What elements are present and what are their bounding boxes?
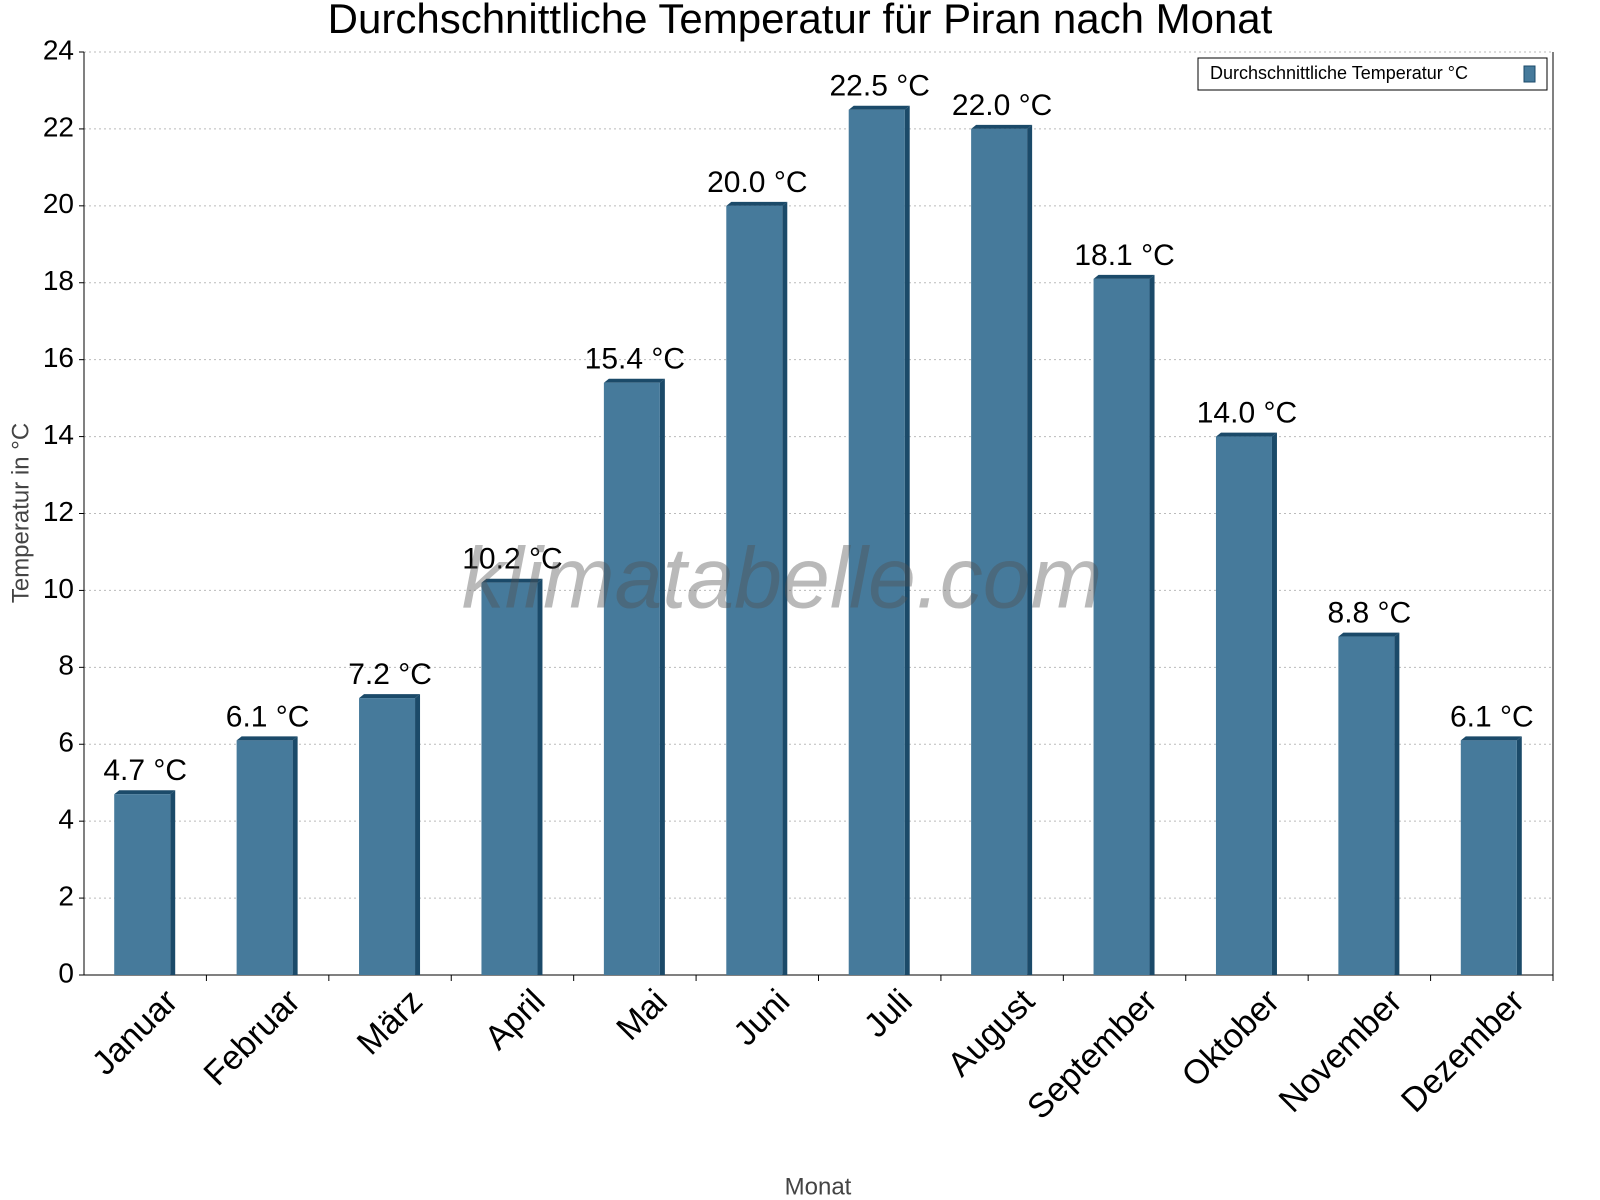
bar-side xyxy=(415,694,421,975)
x-tick-label: August xyxy=(940,982,1042,1084)
bar-side xyxy=(1394,632,1400,975)
y-tick-label: 8 xyxy=(58,650,74,681)
data-label: 20.0 °C xyxy=(707,166,807,199)
x-tick-label: April xyxy=(477,982,552,1057)
y-tick-label: 6 xyxy=(58,727,74,758)
y-tick-label: 12 xyxy=(43,496,74,527)
bar xyxy=(1093,278,1150,975)
data-label: 15.4 °C xyxy=(585,343,685,376)
bar-top xyxy=(1093,274,1155,279)
x-tick-label: Mai xyxy=(609,982,675,1048)
y-tick-label: 14 xyxy=(43,419,74,450)
y-tick-label: 2 xyxy=(58,880,74,911)
y-tick-label: 16 xyxy=(43,342,74,373)
x-tick-label: September xyxy=(1020,982,1164,1126)
y-tick-label: 10 xyxy=(43,573,74,604)
x-tick-label: Februar xyxy=(197,982,308,1093)
bar-side xyxy=(170,790,176,975)
data-label: 8.8 °C xyxy=(1328,596,1412,629)
x-tick-label: Dezember xyxy=(1394,982,1532,1120)
data-label: 10.2 °C xyxy=(462,543,562,576)
bar-top xyxy=(1215,432,1277,437)
y-tick-label: 24 xyxy=(43,34,74,65)
y-axis-label: Temperatur in °C xyxy=(7,423,34,603)
x-tick-label: Oktober xyxy=(1175,982,1287,1094)
data-label: 7.2 °C xyxy=(348,658,432,691)
bar-side xyxy=(292,736,298,975)
data-label: 18.1 °C xyxy=(1074,239,1174,272)
bar xyxy=(1215,436,1272,975)
bar xyxy=(359,698,416,975)
bar-top xyxy=(603,378,665,383)
bar-top xyxy=(1460,736,1522,741)
bar-side xyxy=(1027,124,1033,975)
legend-box xyxy=(1197,57,1548,91)
bar xyxy=(1338,636,1395,975)
data-label: 22.5 °C xyxy=(830,70,930,103)
bar-side xyxy=(1149,274,1155,975)
x-axis-label: Monat xyxy=(785,1173,852,1200)
bar-top xyxy=(481,578,543,583)
bar xyxy=(1460,740,1517,975)
bar-top xyxy=(114,790,176,795)
x-tick-label: März xyxy=(350,982,430,1062)
data-label: 14.0 °C xyxy=(1197,397,1297,430)
bar xyxy=(726,205,783,976)
x-tick-label: Juli xyxy=(857,982,920,1045)
bar xyxy=(481,582,538,975)
y-tick-label: 0 xyxy=(58,957,74,988)
bar-side xyxy=(1516,736,1522,975)
y-tick-label: 22 xyxy=(43,111,74,142)
legend: Durchschnittliche Temperatur °C xyxy=(1197,57,1548,91)
bar-side xyxy=(1271,432,1277,975)
bar-top xyxy=(236,736,298,741)
watermark: klimatabelle.com xyxy=(462,531,1102,627)
x-tick-label: Juni xyxy=(726,982,797,1053)
bar xyxy=(603,382,660,975)
bar-side xyxy=(537,578,543,975)
bar xyxy=(848,109,905,975)
chart-title: Durchschnittliche Temperatur für Piran n… xyxy=(328,0,1273,42)
bar-top xyxy=(848,105,910,110)
bar-top xyxy=(359,694,421,699)
data-label: 4.7 °C xyxy=(103,754,187,787)
legend-swatch xyxy=(1523,65,1536,83)
bar-top xyxy=(726,201,788,206)
data-label: 22.0 °C xyxy=(952,89,1052,122)
bar-side xyxy=(782,201,788,976)
data-label: 6.1 °C xyxy=(226,700,310,733)
bar-top xyxy=(971,124,1033,129)
bar xyxy=(236,740,293,975)
bar-side xyxy=(904,105,910,975)
x-tick-label: Januar xyxy=(85,982,185,1082)
data-label: 6.1 °C xyxy=(1450,700,1534,733)
legend-label: Durchschnittliche Temperatur °C xyxy=(1210,63,1468,83)
y-tick-label: 4 xyxy=(58,804,74,835)
bar xyxy=(971,128,1028,975)
y-tick-label: 18 xyxy=(43,265,74,296)
bar-side xyxy=(659,378,665,975)
x-tick-label: November xyxy=(1272,982,1410,1120)
bar-top xyxy=(1338,632,1400,637)
y-tick-label: 20 xyxy=(43,188,74,219)
bar xyxy=(114,794,171,975)
